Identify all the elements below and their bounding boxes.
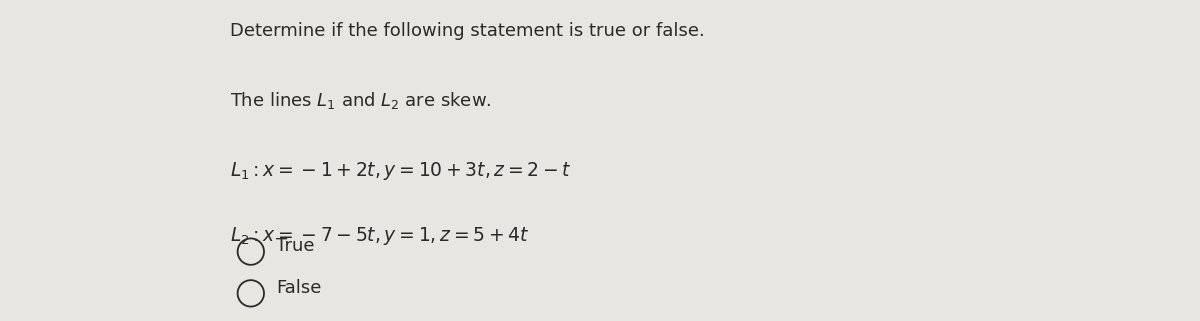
Text: The lines $L_1$ and $L_2$ are skew.: The lines $L_1$ and $L_2$ are skew. [230, 90, 492, 111]
Text: True: True [276, 237, 314, 255]
Text: False: False [276, 279, 322, 297]
Text: $L_2 : x = -7-5t, y = 1, z = 5 + 4t$: $L_2 : x = -7-5t, y = 1, z = 5 + 4t$ [230, 225, 529, 247]
Text: $L_1 : x = -1 + 2t, y = 10+3t, z = 2-t$: $L_1 : x = -1 + 2t, y = 10+3t, z = 2-t$ [230, 160, 572, 183]
Text: Determine if the following statement is true or false.: Determine if the following statement is … [230, 22, 706, 40]
